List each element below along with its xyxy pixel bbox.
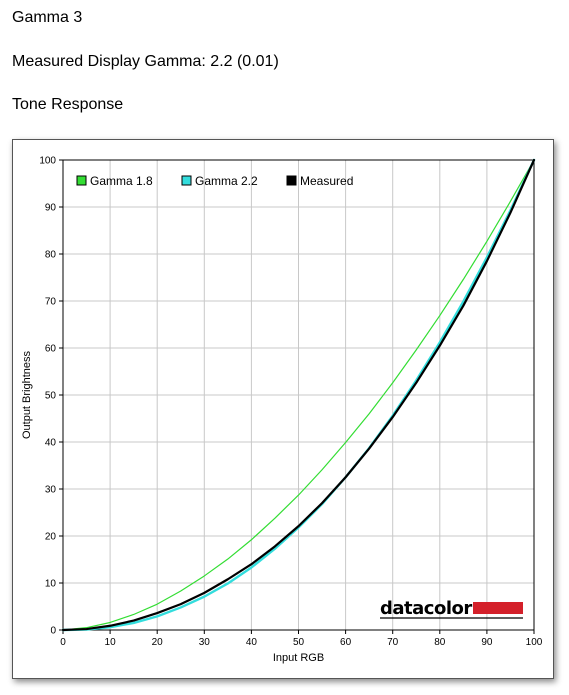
x-tick-label: 80	[434, 637, 446, 648]
x-axis-title: Input RGB	[273, 652, 324, 664]
x-tick-label: 50	[293, 637, 305, 648]
x-tick-label: 90	[481, 637, 493, 648]
legend-swatch-measured	[286, 175, 297, 186]
x-tick-label: 20	[152, 637, 164, 648]
y-tick-label: 40	[45, 438, 57, 449]
y-tick-label: 80	[45, 250, 57, 261]
legend-swatch-gamma18	[76, 175, 87, 186]
legend-swatch-gamma22	[181, 175, 192, 186]
section-title: Tone Response	[12, 96, 124, 113]
x-tick-label: 70	[387, 637, 399, 648]
y-tick-label: 60	[45, 344, 57, 355]
tone-response-chart: 0 10 20 30 40 50 60 70 80 90 100 0 10 20 30 40 50 60 70 80 9…	[21, 156, 543, 665]
x-tick-label: 0	[60, 637, 66, 648]
x-tick-label: 100	[526, 637, 543, 648]
report-title: Gamma 3	[12, 9, 83, 26]
x-tick-label: 40	[246, 637, 258, 648]
y-tick-label: 50	[45, 391, 57, 402]
y-tick-label: 100	[39, 156, 56, 167]
x-tick-label: 60	[340, 637, 352, 648]
y-tick-label: 20	[45, 532, 57, 543]
datacolor-logo-bar	[473, 602, 523, 614]
legend-label-gamma22: Gamma 2.2	[195, 174, 258, 188]
chart-panel: 0 10 20 30 40 50 60 70 80 90 100 0 10 20 30 40 50 60 70 80 9…	[12, 139, 554, 679]
legend-label-measured: Measured	[300, 174, 353, 188]
x-tick-label: 10	[105, 637, 117, 648]
series-line-gamma18	[62, 159, 535, 631]
series-line-measured	[61, 158, 536, 632]
y-tick-label: 0	[50, 626, 56, 637]
y-tick-label: 70	[45, 297, 57, 308]
legend-label-gamma18: Gamma 1.8	[90, 174, 153, 188]
x-tick-label: 30	[199, 637, 211, 648]
measured-gamma-text: Measured Display Gamma: 2.2 (0.01)	[12, 53, 279, 70]
datacolor-logo-text: datacolor	[380, 598, 472, 619]
y-tick-label: 30	[45, 485, 57, 496]
y-tick-label: 90	[45, 203, 57, 214]
y-tick-label: 10	[45, 579, 57, 590]
y-axis-title: Output Brightness	[21, 350, 33, 439]
